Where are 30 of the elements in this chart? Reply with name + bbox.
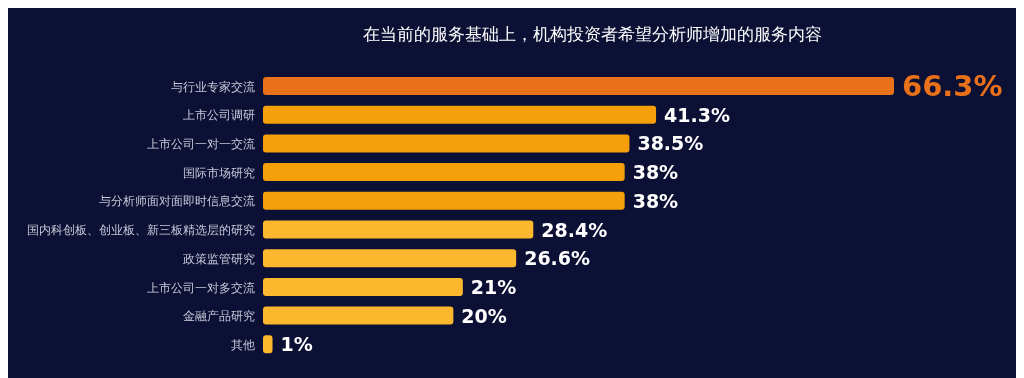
y-tick-label: 国内科创板、创业板、新三板精选层的研究 [27, 223, 255, 238]
bar [263, 249, 517, 268]
y-tick-label: 国际市场研究 [183, 165, 255, 180]
y-tick-label: 与分析师面对面即时信息交流 [99, 194, 255, 209]
y-tick-label: 上市公司一对多交流 [147, 280, 255, 295]
bar [263, 134, 630, 153]
bar [263, 191, 625, 210]
bar [263, 77, 894, 95]
data-label: 1% [280, 333, 313, 356]
y-tick-label: 其他 [231, 337, 255, 352]
data-label: 41.3% [664, 103, 730, 126]
bar [263, 163, 625, 182]
data-label: 28.4% [541, 218, 608, 241]
data-label: 26.6% [524, 247, 591, 270]
y-tick-label: 上市公司调研 [183, 108, 255, 123]
data-label: 66.3% [902, 69, 1003, 103]
bar [263, 105, 657, 124]
y-tick-label: 与行业专家交流 [171, 79, 255, 94]
bar [263, 220, 534, 239]
y-tick-label: 金融产品研究 [183, 309, 255, 324]
data-label: 38% [632, 161, 679, 184]
data-label: 38.5% [637, 132, 704, 155]
y-tick-label: 上市公司一对一交流 [147, 137, 255, 152]
data-label: 21% [470, 275, 517, 298]
data-label: 38% [632, 189, 679, 212]
bar [263, 277, 463, 296]
y-tick-label: 政策监管研究 [183, 251, 255, 266]
bar [263, 306, 454, 325]
data-label: 20% [461, 304, 507, 327]
chart-title: 在当前的服务基础上，机构投资者希望分析师增加的服务内容 [361, 23, 823, 46]
